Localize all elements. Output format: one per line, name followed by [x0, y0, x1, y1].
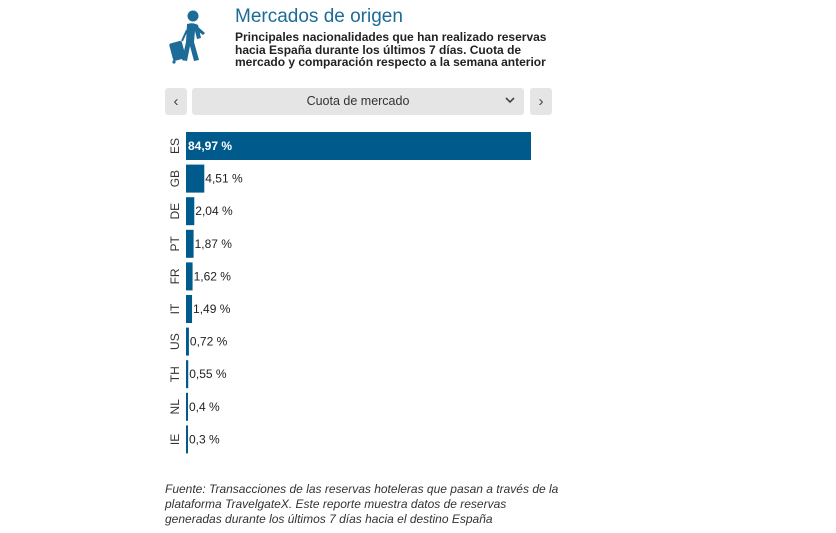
bar-fr[interactable] — [186, 262, 193, 291]
page-title: Mercados de origen — [235, 6, 403, 27]
category-label-it: IT — [168, 303, 182, 314]
category-label-pt: PT — [168, 235, 182, 251]
metric-select-value: Cuota de mercado — [306, 94, 410, 108]
next-metric-button[interactable]: › — [530, 88, 552, 115]
chevron-down-icon — [504, 93, 516, 110]
traveler-with-luggage-icon — [165, 8, 215, 64]
value-label-gb: 4,51 % — [205, 172, 243, 186]
category-label-ie: IE — [168, 434, 182, 445]
market-share-chart: ES 84,97 % GB 4,51 % DE 2,04 % PT 1,87 % FR 1,62 … — [168, 132, 531, 454]
bar-nl[interactable] — [186, 392, 188, 421]
category-label-us: US — [168, 333, 182, 350]
category-label-es: ES — [168, 138, 182, 154]
value-label-th: 0,55 % — [189, 367, 227, 381]
value-label-es: 84,97 % — [188, 139, 232, 153]
chevron-left-icon: ‹ — [173, 93, 179, 110]
bar-gb[interactable] — [186, 164, 205, 193]
category-label-nl: NL — [168, 399, 182, 415]
value-label-ie: 0,3 % — [189, 432, 220, 446]
category-label-th: TH — [168, 366, 182, 382]
category-label-gb: GB — [168, 170, 182, 187]
value-label-pt: 1,87 % — [195, 237, 233, 251]
metric-select[interactable]: Cuota de mercado — [192, 88, 524, 115]
value-label-fr: 1,62 % — [194, 269, 232, 283]
category-label-fr: FR — [168, 268, 182, 284]
value-label-it: 1,49 % — [193, 302, 231, 316]
value-label-de: 2,04 % — [195, 204, 233, 218]
category-label-de: DE — [168, 203, 182, 220]
bar-th[interactable] — [186, 360, 189, 389]
bar-ie[interactable] — [186, 425, 188, 454]
bar-pt[interactable] — [186, 229, 194, 258]
chevron-right-icon: › — [538, 93, 544, 110]
previous-metric-button[interactable]: ‹ — [165, 88, 187, 115]
bar-de[interactable] — [186, 197, 195, 226]
page-subtitle: Principales nacionalidades que han reali… — [235, 30, 547, 69]
value-label-us: 0,72 % — [190, 335, 228, 349]
value-label-nl: 0,4 % — [189, 400, 220, 414]
bar-es[interactable] — [186, 132, 531, 160]
source-note: Fuente: Transacciones de las reservas ho… — [165, 482, 559, 526]
bar-it[interactable] — [186, 295, 193, 323]
bar-us[interactable] — [186, 327, 189, 356]
